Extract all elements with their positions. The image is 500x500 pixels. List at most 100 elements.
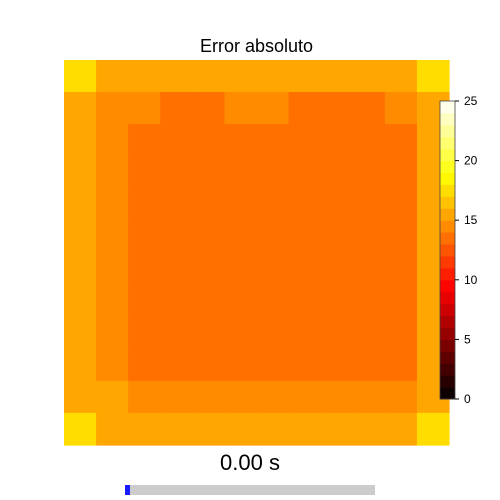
heatmap-cell [64, 252, 97, 286]
colorbar-border [439, 100, 456, 400]
heatmap-cell [416, 412, 450, 446]
heatmap-cell [96, 156, 129, 189]
heatmap-cell [256, 284, 290, 318]
heatmap-cell [160, 252, 193, 286]
heatmap-cell [96, 252, 129, 286]
heatmap-cell [224, 284, 258, 318]
heatmap-cell [256, 124, 290, 157]
heatmap-cell [352, 156, 386, 189]
heatmap-cell [96, 380, 129, 414]
heatmap-cell [320, 348, 354, 382]
heatmap-cell [384, 252, 418, 286]
heatmap-cell [192, 156, 226, 189]
heatmap-cell [288, 188, 322, 222]
heatmap-cell [256, 252, 290, 286]
heatmap-cell [64, 412, 97, 446]
heatmap-cell [224, 60, 258, 93]
heatmap-cell [320, 188, 354, 222]
heatmap-cell [224, 380, 258, 414]
heatmap-cell [96, 60, 129, 93]
heatmap-cell [352, 412, 386, 446]
colorbar-segment [440, 327, 455, 340]
heatmap-cell [384, 284, 418, 318]
colorbar-segment [440, 136, 455, 150]
heatmap-cell [192, 412, 226, 446]
heatmap-cell [128, 284, 161, 318]
heatmap-cell [384, 316, 418, 350]
progress-fill[interactable] [125, 485, 130, 495]
heatmap-cell [64, 188, 97, 222]
heatmap-cell [192, 316, 226, 350]
heatmap-cell [224, 124, 258, 157]
heatmap-cell [288, 348, 322, 382]
heatmap-cell [64, 348, 97, 382]
heatmap-cell [160, 220, 193, 254]
colorbar-segment [440, 339, 455, 352]
heatmap-cell [128, 220, 161, 254]
colorbar-segment [440, 303, 455, 317]
progress-track[interactable] [125, 485, 375, 495]
heatmap-cell [384, 348, 418, 382]
heatmap-cell [288, 412, 322, 446]
heatmap-cell [352, 316, 386, 350]
heatmap-cell [160, 380, 193, 414]
heatmap-cell [96, 92, 129, 125]
heatmap-cell [192, 92, 226, 125]
heatmap-cell [288, 252, 322, 286]
colorbar-segment [440, 232, 455, 245]
heatmap-cell [288, 124, 322, 157]
heatmap-cell [224, 156, 258, 189]
heatmap-cell [64, 284, 97, 318]
heatmap-cell [320, 316, 354, 350]
heatmap-cell [352, 220, 386, 254]
heatmap-cell [160, 316, 193, 350]
colorbar-tick-label: 15 [464, 213, 478, 227]
colorbar-segment [440, 244, 455, 257]
heatmap-cell [384, 92, 418, 125]
heatmap-cell [384, 188, 418, 222]
heatmap-cell [256, 188, 290, 222]
heatmap-cell [128, 156, 161, 189]
heatmap-cell [320, 284, 354, 318]
heatmap-cell [64, 60, 97, 93]
heatmap-cell [352, 348, 386, 382]
heatmap-cell [128, 124, 161, 157]
colorbar-segment [440, 267, 455, 281]
colorbar-tick-label: 0 [464, 392, 471, 406]
colorbar-tick-label: 10 [464, 273, 478, 287]
heatmap-cell [192, 348, 226, 382]
heatmap-cell [224, 348, 258, 382]
heatmap-cell [224, 252, 258, 286]
heatmap-cell [96, 348, 129, 382]
heatmap-cell [160, 284, 193, 318]
heatmap-cell [320, 220, 354, 254]
heatmap-cell [96, 284, 129, 318]
colorbar-segment [440, 255, 455, 269]
heatmap-cell [128, 60, 161, 93]
heatmap-cell [384, 124, 418, 157]
heatmap-cell [256, 156, 290, 189]
colorbar-tick-label: 5 [464, 332, 471, 346]
heatmap-cell [160, 60, 193, 93]
colorbar-tick-label: 25 [464, 94, 478, 108]
colorbar-segment [440, 279, 455, 293]
heatmap-cell [288, 316, 322, 350]
heatmap-cell [192, 60, 226, 93]
colorbar-segment [440, 196, 455, 209]
heatmap-cell [256, 412, 290, 446]
colorbar-segment [440, 291, 455, 305]
colorbar-segment [440, 124, 455, 138]
heatmap-cell [256, 348, 290, 382]
colorbar-segment [440, 172, 455, 185]
heatmap-cell [352, 188, 386, 222]
heatmap-cell [256, 380, 290, 414]
heatmap-cell [128, 252, 161, 286]
time-label: 0.00 s [220, 450, 280, 475]
colorbar-segment [440, 160, 455, 174]
heatmap-cell [96, 412, 129, 446]
heatmap-cell [256, 92, 290, 125]
heatmap-cell [256, 220, 290, 254]
heatmap-cell [320, 380, 354, 414]
heatmap-cell [160, 92, 193, 125]
